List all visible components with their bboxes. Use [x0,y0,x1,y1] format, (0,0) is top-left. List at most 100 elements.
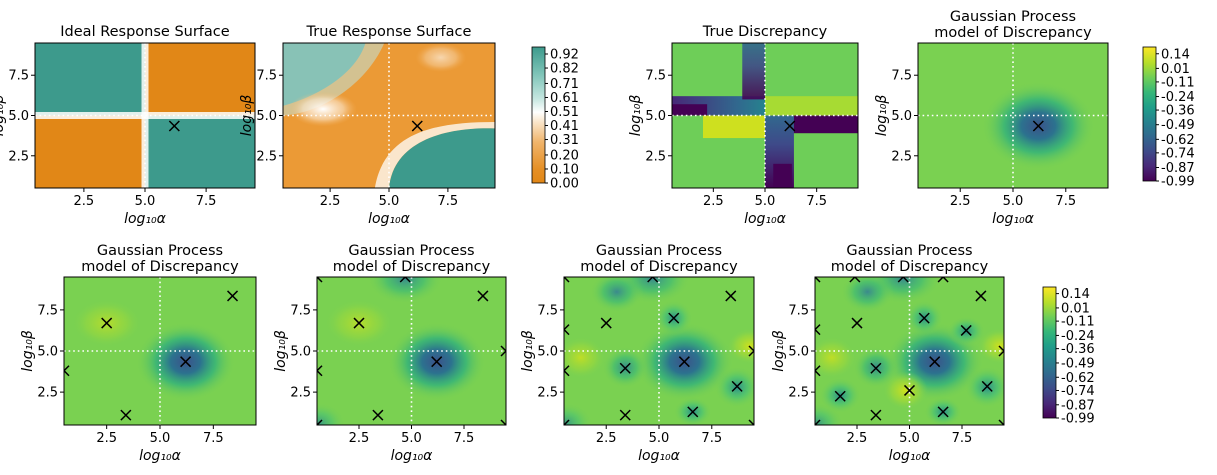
x-tick-label: 5.0 [649,431,670,446]
region-teal-br [145,115,255,188]
y-axis-label: log₁₀β [771,330,787,372]
sample-marker-1 [180,356,192,368]
colorbar-tick-label: 0.71 [550,77,579,92]
gp-blob-yellow-l [815,336,857,379]
sample-marker-8 [317,419,323,425]
x-tick-label: 5.0 [755,194,776,209]
x-tick-label: 2.5 [349,431,370,446]
x-tick-label: 2.5 [950,194,971,209]
sample-marker-8 [564,419,570,425]
gp-blob-yellow-r [726,328,754,364]
gp-blob-tl [841,277,894,313]
sample-marker-10 [317,277,323,283]
y-tick-label: 5.0 [537,345,558,360]
sample-marker-10 [564,277,570,283]
sample-marker-4 [815,365,821,377]
subplot-title: True Discrepancy [702,24,828,40]
sample-marker-4 [317,365,323,377]
region-dark-left-core [672,104,708,116]
sample-marker-8 [815,419,821,425]
colorbar: 0.140.01-0.11-0.24-0.36-0.49-0.62-0.74-0… [1142,46,1195,190]
region-teal-tl [35,43,145,116]
colorbar-tick-label: 0.92 [550,48,579,63]
sample-marker-9 [748,419,754,425]
colorbar-tick-label: -0.24 [1161,90,1195,105]
x-axis-label: log₁₀α [889,448,932,464]
x-tick-label: 5.0 [1003,194,1024,209]
heatmap-field [317,277,506,425]
y-tick-label: 7.5 [788,303,809,318]
y-tick-label: 5.0 [290,345,311,360]
gp-blob-bl [564,402,593,425]
y-tick-label: 5.0 [256,109,277,124]
y-tick-label: 5.0 [645,109,666,124]
sample-marker-10 [815,277,821,283]
y-tick-label: 2.5 [290,386,311,401]
colorbar-tick-label: -0.11 [1061,315,1095,330]
sample-marker-3 [227,290,239,302]
colorbar-tick-label: 0.01 [1161,62,1190,77]
gp-blob-bl [815,402,844,425]
colorbar-bar [1042,286,1057,419]
colorbar-tick-label: -0.87 [1061,398,1095,413]
sample-marker-1 [1032,120,1044,132]
colorbar: 0.920.820.710.610.510.410.310.200.100.00 [531,46,579,192]
gp-blob-yellow-l [564,336,606,379]
x-tick-label: 5.0 [150,431,171,446]
x-tick-label: 2.5 [320,194,341,209]
x-tick-label: 2.5 [74,194,95,209]
x-axis-label: log₁₀α [992,211,1035,227]
subplot-title-line-1: Gaussian Process [950,9,1076,25]
subplot-3: 2.5 5.0 7.5 2.5 5.0 7.5 log₁₀α log₁₀β True Discr… [628,24,859,227]
sample-marker-1 [678,356,690,368]
sample-marker-19 [849,277,861,283]
y-tick-label: 7.5 [37,303,58,318]
y-tick-label: 2.5 [256,149,277,164]
sample-marker-1 [411,120,423,132]
y-tick-label: 5.0 [788,345,809,360]
gp-blob-yellow-c [882,371,928,410]
y-axis-label: log₁₀β [0,95,7,137]
colorbar-tick-label: 0.61 [550,91,579,106]
sample-marker-5 [372,409,384,421]
colorbar-tick-label: -0.36 [1061,342,1095,357]
sample-marker-9 [998,419,1004,425]
colorbar-tick-label: 0.31 [550,133,579,148]
colorbar-tick-label: -0.49 [1061,356,1095,371]
sample-marker-7 [998,345,1004,357]
y-tick-label: 5.0 [8,109,29,124]
sample-marker-14 [981,380,993,392]
x-tick-label: 5.0 [899,431,920,446]
sample-marker-12 [619,362,631,374]
sample-marker-1 [784,120,796,132]
colorbar-tick-label: 0.00 [550,177,579,192]
colorbar-tick-label: 0.20 [550,148,579,163]
colorbar-tick-label: 0.01 [1061,301,1090,316]
x-tick-label: 7.5 [438,194,459,209]
sample-marker-5 [870,409,882,421]
sample-marker-3 [477,290,489,302]
gp-blob-bl [317,402,346,425]
subplot-6: 2.5 5.0 7.5 2.5 5.0 7.5 log₁₀α log₁₀β Gaussian P… [273,243,507,464]
subplot-8: 2.5 5.0 7.5 2.5 5.0 7.5 log₁₀α log₁₀β Gaussian P… [771,243,1005,464]
colorbar-tick-label: -0.62 [1161,133,1195,148]
x-tick-label: 2.5 [703,194,724,209]
sample-marker-11 [668,312,680,324]
subplot-title-line-1: Gaussian Process [97,243,223,259]
heatmap-field [815,277,1004,425]
y-tick-label: 2.5 [8,149,29,164]
sample-marker-12 [870,362,882,374]
sample-marker-7 [500,345,506,357]
sample-marker-7 [748,345,754,357]
sample-marker-4 [564,365,570,377]
y-tick-label: 5.0 [891,109,912,124]
x-tick-label: 2.5 [96,431,117,446]
colorbar-tick-label: 0.82 [550,62,579,77]
colorbar-tick-label: -0.99 [1061,412,1095,427]
colorbar-tick-label: -0.62 [1061,371,1095,386]
region-white-blob-2 [415,43,467,72]
colorbar-tick-label: -0.99 [1161,175,1195,190]
subplot-title-line-2: model of Discrepancy [580,259,738,275]
x-tick-label: 7.5 [203,431,224,446]
subplot-1: 2.5 5.0 7.5 2.5 5.0 7.5 log₁₀α log₁₀β Ideal Resp… [0,24,256,227]
